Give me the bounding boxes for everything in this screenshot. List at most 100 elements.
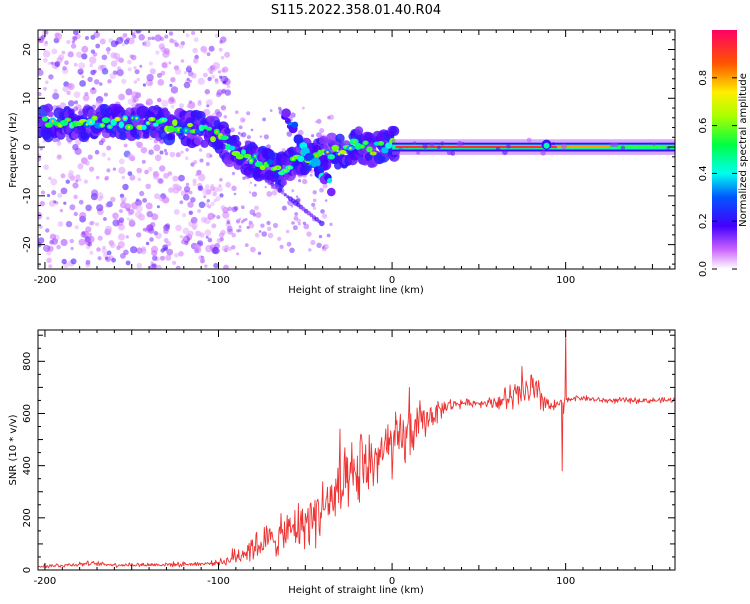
noise-cell bbox=[145, 98, 153, 106]
noise-cell bbox=[174, 42, 179, 47]
noise-cell bbox=[118, 93, 125, 101]
ridge-cell bbox=[167, 132, 176, 141]
noise-cell bbox=[252, 213, 257, 217]
branch-cell bbox=[309, 213, 314, 218]
noise-cell bbox=[295, 195, 299, 198]
noise-cell bbox=[241, 132, 247, 138]
noise-cell bbox=[147, 36, 152, 41]
band-speck bbox=[652, 142, 656, 146]
noise-cell bbox=[123, 249, 129, 256]
noise-cell bbox=[127, 67, 132, 72]
noise-cell bbox=[220, 205, 226, 210]
y-tick-label: 400 bbox=[22, 456, 33, 475]
noise-cell bbox=[96, 247, 101, 252]
noise-cell bbox=[244, 243, 249, 248]
noise-cell bbox=[101, 248, 107, 254]
ridge-peak bbox=[43, 117, 47, 121]
noise-cell bbox=[238, 125, 243, 130]
noise-cell bbox=[203, 49, 208, 54]
noise-cell bbox=[229, 127, 235, 133]
noise-cell bbox=[155, 50, 160, 55]
noise-cell bbox=[38, 237, 45, 244]
noise-cell bbox=[87, 154, 93, 160]
noise-cell bbox=[81, 45, 89, 53]
ridge-cell bbox=[224, 127, 231, 135]
noise-cell bbox=[38, 69, 44, 76]
branch-cell bbox=[317, 165, 325, 172]
ridge-peak bbox=[284, 169, 287, 173]
noise-cell bbox=[39, 200, 45, 207]
noise-cell bbox=[203, 72, 208, 78]
noise-cell bbox=[136, 167, 142, 174]
noise-cell bbox=[133, 80, 138, 84]
noise-cell bbox=[170, 104, 175, 109]
noise-cell bbox=[109, 242, 116, 249]
noise-cell bbox=[219, 178, 223, 182]
noise-cell bbox=[207, 212, 215, 220]
ridge-peak bbox=[108, 125, 112, 128]
noise-cell bbox=[153, 144, 161, 152]
band-core bbox=[395, 145, 557, 149]
ridge-peak bbox=[169, 127, 173, 131]
noise-cell bbox=[101, 152, 107, 157]
noise-cell bbox=[57, 192, 63, 198]
noise-cell bbox=[67, 51, 74, 58]
band-speck bbox=[437, 145, 441, 150]
noise-cell bbox=[144, 169, 149, 175]
noise-cell bbox=[250, 128, 254, 132]
y-tick-label: 0 bbox=[22, 144, 33, 150]
noise-cell bbox=[50, 178, 58, 186]
noise-cell bbox=[248, 191, 252, 194]
noise-cell bbox=[134, 69, 140, 75]
noise-cell bbox=[62, 85, 69, 92]
noise-cell bbox=[193, 160, 198, 165]
noise-cell bbox=[266, 220, 271, 226]
noise-cell bbox=[257, 251, 262, 255]
noise-cell bbox=[255, 212, 262, 218]
noise-cell bbox=[199, 232, 205, 238]
noise-cell bbox=[98, 197, 102, 202]
ridge-peak bbox=[326, 150, 329, 154]
band-core bbox=[556, 145, 610, 149]
noise-cell bbox=[78, 199, 84, 205]
noise-cell bbox=[121, 175, 126, 180]
noise-cell bbox=[168, 61, 172, 65]
ridge-peak bbox=[352, 140, 356, 143]
noise-cell bbox=[178, 174, 185, 182]
noise-cell bbox=[164, 151, 169, 156]
noise-cell bbox=[98, 140, 104, 146]
noise-cell bbox=[221, 89, 226, 94]
noise-cell bbox=[231, 185, 237, 191]
noise-cell bbox=[164, 34, 169, 39]
noise-cell bbox=[190, 197, 196, 203]
ridge-peak bbox=[177, 128, 180, 131]
noise-cell bbox=[85, 226, 92, 233]
ridge-peak bbox=[127, 125, 131, 129]
noise-cell bbox=[95, 222, 99, 227]
ridge-peak bbox=[249, 159, 253, 163]
noise-cell bbox=[152, 255, 158, 261]
noise-cell bbox=[105, 47, 111, 52]
ridge-peak bbox=[297, 155, 305, 162]
noise-cell bbox=[208, 45, 215, 52]
ridge-peak bbox=[379, 142, 383, 145]
band-speck bbox=[399, 146, 403, 151]
noise-cell bbox=[71, 40, 76, 44]
noise-cell bbox=[226, 225, 233, 232]
noise-cell bbox=[204, 89, 210, 95]
noise-cell bbox=[165, 241, 172, 247]
noise-cell bbox=[286, 241, 292, 247]
noise-cell bbox=[74, 225, 79, 230]
noise-cell bbox=[183, 194, 190, 201]
noise-cell bbox=[179, 235, 183, 239]
snr-series-line bbox=[38, 330, 675, 569]
noise-cell bbox=[224, 89, 231, 96]
noise-cell bbox=[52, 92, 60, 100]
noise-cell bbox=[178, 43, 184, 49]
noise-cell bbox=[91, 189, 99, 197]
noise-cell bbox=[188, 79, 192, 83]
band-speck bbox=[540, 150, 546, 156]
noise-cell bbox=[112, 219, 120, 227]
noise-cell bbox=[140, 248, 147, 255]
noise-cell bbox=[93, 69, 97, 74]
